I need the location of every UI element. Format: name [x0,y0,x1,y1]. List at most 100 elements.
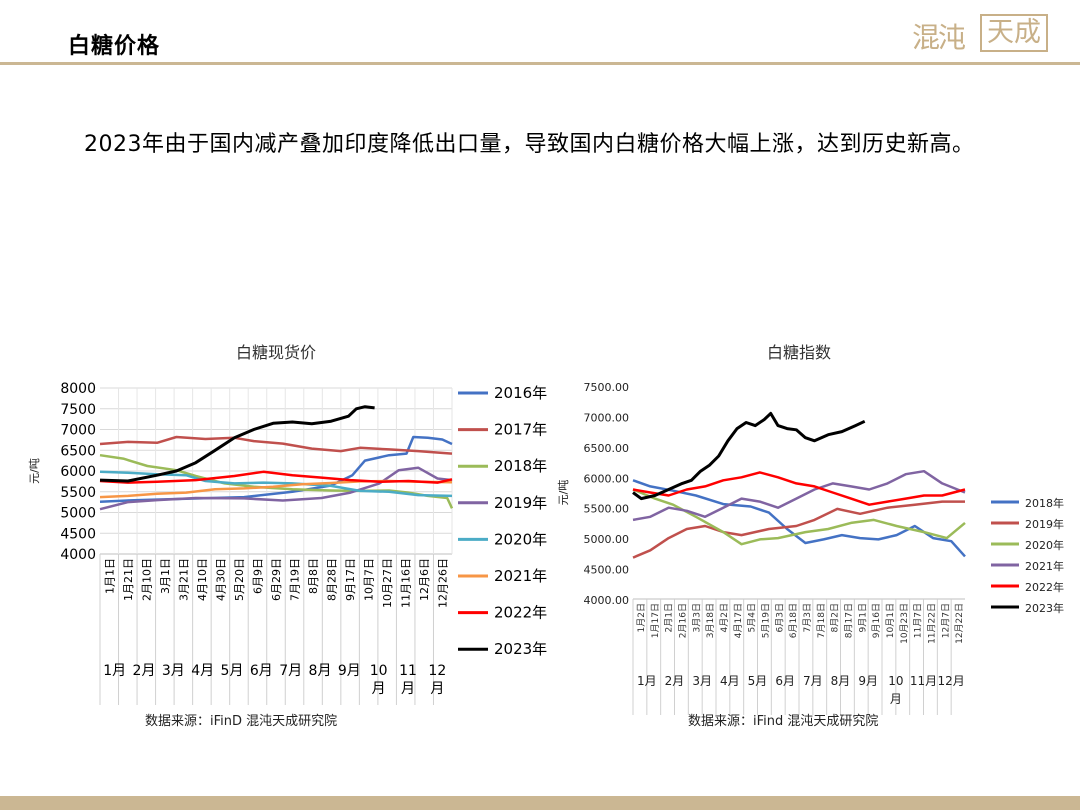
company-logo: 混沌 天成 [912,12,1052,56]
series-line-2019年 [632,500,965,559]
month-label: 6月 [775,674,795,688]
series-line-2022年 [99,470,453,484]
summary-text: 2023年由于国内减产叠加印度降低出口量，导致国内白糖价格大幅上涨，达到历史新高… [84,132,975,157]
legend-label: 2017年 [494,421,547,439]
logo-box-text: 天成 [980,14,1048,52]
data-source-note: 数据来源：iFinD 混沌天成研究院 [145,714,337,729]
y-tick-label: 5500 [60,485,96,501]
month-label: 月 [430,681,444,697]
month-label: 6月 [250,663,273,679]
x-tick-label: 1月2日 [636,603,647,632]
x-tick-label: 12月26日 [437,558,450,608]
x-tick-label: 12月6日 [418,558,431,601]
month-label: 月 [372,681,386,697]
y-tick-label: 5500.00 [584,503,630,516]
y-axis-unit: 元/吨 [28,458,41,484]
legend-label: 2020年 [1025,538,1064,552]
x-tick-label: 1月1日 [103,558,116,594]
month-label: 1月 [637,674,657,688]
month-label: 1月 [103,663,126,679]
month-label: 8月 [309,663,332,679]
x-tick-label: 10月7日 [363,558,376,601]
month-label: 7月 [279,663,302,679]
x-tick-label: 5月4日 [747,603,758,632]
month-label: 11月 [910,674,937,688]
month-label: 7月 [803,674,823,688]
x-tick-label: 1月21日 [122,558,135,601]
month-label: 9月 [338,663,361,679]
y-tick-label: 6000 [60,464,96,480]
month-label: 月 [401,681,415,697]
logo-script-text: 混沌 [912,21,966,54]
legend-label: 2022年 [494,604,547,622]
month-label: 4月 [191,663,214,679]
x-tick-label: 8月8日 [307,558,320,594]
legend-label: 2018年 [1025,496,1064,510]
y-tick-label: 5000 [60,506,96,522]
month-label: 10 [370,663,388,679]
month-label: 8月 [831,674,851,688]
x-tick-label: 8月28日 [326,558,339,601]
legend-label: 2021年 [494,567,547,585]
y-tick-label: 7000 [60,423,96,439]
month-label: 2月 [665,674,685,688]
x-tick-label: 4月10日 [196,558,209,601]
x-tick-label: 10月23日 [899,603,910,644]
x-tick-label: 9月1日 [857,603,868,632]
x-tick-label: 7月18日 [816,603,827,638]
series-line-2017年 [99,435,453,455]
month-label: 月 [890,692,902,706]
y-tick-label: 7000.00 [584,411,630,424]
x-tick-label: 3月18日 [705,603,716,638]
x-tick-label: 3月3日 [691,603,702,632]
x-tick-label: 2月1日 [664,603,675,632]
x-tick-label: 11月22日 [926,603,937,644]
x-tick-label: 3月1日 [159,558,172,594]
month-label: 5月 [748,674,768,688]
series-line-2018年 [632,479,966,558]
x-tick-label: 9月16日 [871,603,882,638]
page-title: 白糖价格 [68,34,161,59]
series-line-2023年 [632,411,866,501]
x-tick-label: 12月7日 [940,603,951,638]
legend-label: 2020年 [494,530,547,548]
chart-title: 白糖现货价 [236,343,316,362]
month-label: 2月 [133,663,156,679]
y-tick-label: 7500 [60,402,96,418]
x-tick-label: 6月9日 [251,558,264,594]
x-tick-label: 12月22日 [954,603,965,644]
legend-label: 2019年 [1025,517,1064,531]
y-tick-label: 4500.00 [584,564,630,577]
month-label: 11 [399,663,417,679]
month-label: 12 [428,663,446,679]
y-tick-label: 7500.00 [584,381,630,394]
y-axis-unit: 元/吨 [557,480,570,506]
month-label: 10 [888,674,903,688]
x-tick-label: 6月29日 [270,558,283,601]
legend-label: 2016年 [494,384,547,402]
data-source-note: 数据来源：iFind 混沌天成研究院 [688,714,878,729]
x-tick-label: 10月27日 [381,558,394,608]
x-tick-label: 8月2日 [830,603,841,632]
x-tick-label: 11月7日 [913,603,924,638]
x-tick-label: 4月2日 [719,603,730,632]
x-tick-label: 1月17日 [650,603,661,638]
x-tick-label: 4月17日 [733,603,744,638]
month-label: 9月 [858,674,878,688]
x-tick-label: 6月18日 [788,603,799,638]
spot-price-chart: 白糖现货价 元/吨 8000 7500 7000 6500 6000 5500 5000 4500… [20,335,560,735]
month-label: 4月 [720,674,740,688]
legend-label: 2023年 [494,640,547,658]
month-label: 3月 [162,663,185,679]
y-tick-label: 6000.00 [584,472,630,485]
x-tick-label: 4月30日 [214,558,227,601]
legend-label: 2018年 [494,457,547,475]
y-tick-label: 4000.00 [584,594,630,607]
x-tick-label: 7月3日 [802,603,813,632]
chart-title: 白糖指数 [767,343,831,362]
legend-label: 2023年 [1025,601,1064,615]
y-tick-label: 4000 [60,547,96,563]
series-line-2019年 [99,466,453,511]
